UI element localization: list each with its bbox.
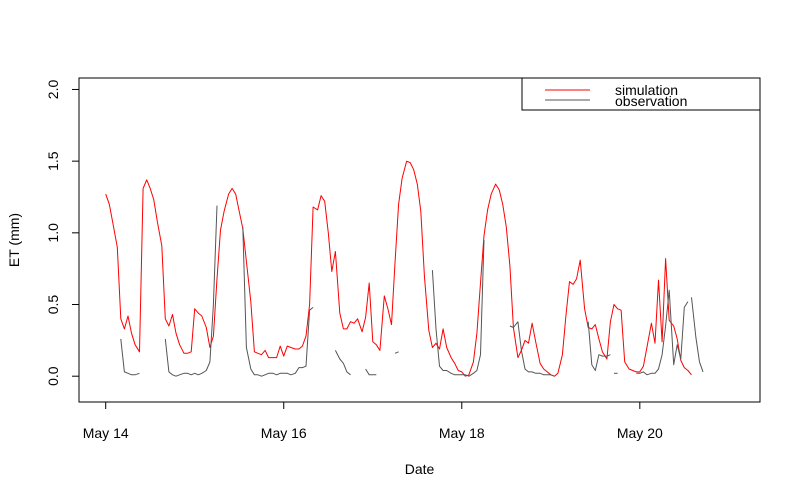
x-tick-label: May 20 — [617, 425, 663, 441]
x-tick-label: May 18 — [439, 425, 485, 441]
y-tick-label: 2.0 — [45, 80, 61, 100]
y-tick-label: 0.0 — [45, 366, 61, 386]
legend: simulation observation — [521, 77, 761, 111]
observation-line-segment — [587, 321, 611, 371]
legend-label-observation: observation — [615, 93, 687, 109]
observation-line-segment — [691, 297, 704, 373]
observation-line-segment — [242, 227, 314, 377]
y-tick-label: 1.0 — [45, 223, 61, 243]
legend-label-simulation: simulation — [615, 82, 678, 98]
observation-line-segment — [365, 368, 377, 376]
legend-box — [521, 77, 761, 111]
x-tick-label: May 16 — [261, 425, 307, 441]
observation-line-segment — [394, 351, 399, 354]
x-axis: May 14 May 16 May 18 May 20 — [83, 401, 663, 441]
plot-frame — [78, 77, 761, 403]
y-tick-label: 1.5 — [45, 151, 61, 171]
observation-line-segment — [164, 205, 218, 377]
simulation-series — [105, 160, 692, 377]
y-tick-label: 0.5 — [45, 295, 61, 315]
y-axis: 0.0 0.5 1.0 1.5 2.0 — [45, 80, 80, 386]
x-axis-title: Date — [405, 461, 435, 477]
observation-line-segment — [334, 350, 351, 376]
observation-line-segment — [517, 321, 555, 377]
observation-series — [120, 205, 704, 377]
simulation-line — [105, 160, 692, 377]
x-tick-label: May 14 — [83, 425, 129, 441]
y-axis-title: ET (mm) — [6, 213, 22, 267]
observation-line-segment — [509, 321, 519, 328]
observation-line-segment — [120, 338, 140, 376]
observation-line-segment — [431, 239, 485, 377]
observation-line-segment — [636, 289, 689, 376]
